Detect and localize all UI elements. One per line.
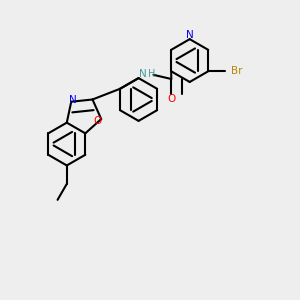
Text: N: N <box>69 95 76 105</box>
Text: O: O <box>94 116 102 125</box>
Text: Br: Br <box>230 66 242 76</box>
Text: O: O <box>167 94 176 104</box>
Text: N: N <box>186 30 194 40</box>
Text: H: H <box>148 69 156 79</box>
Text: N: N <box>139 69 147 79</box>
